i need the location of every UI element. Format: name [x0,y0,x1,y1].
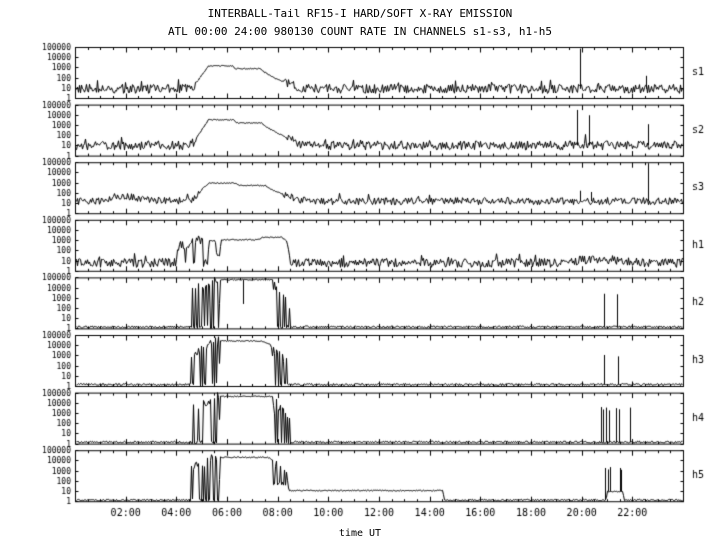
chart-title: INTERBALL-Tail RF15-I HARD/SOFT X-RAY EM… [207,7,513,20]
x-axis-label: time UT [338,528,382,539]
chart-subtitle: ATL 00:00 24:00 980130 COUNT RATE IN CHA… [167,25,553,38]
